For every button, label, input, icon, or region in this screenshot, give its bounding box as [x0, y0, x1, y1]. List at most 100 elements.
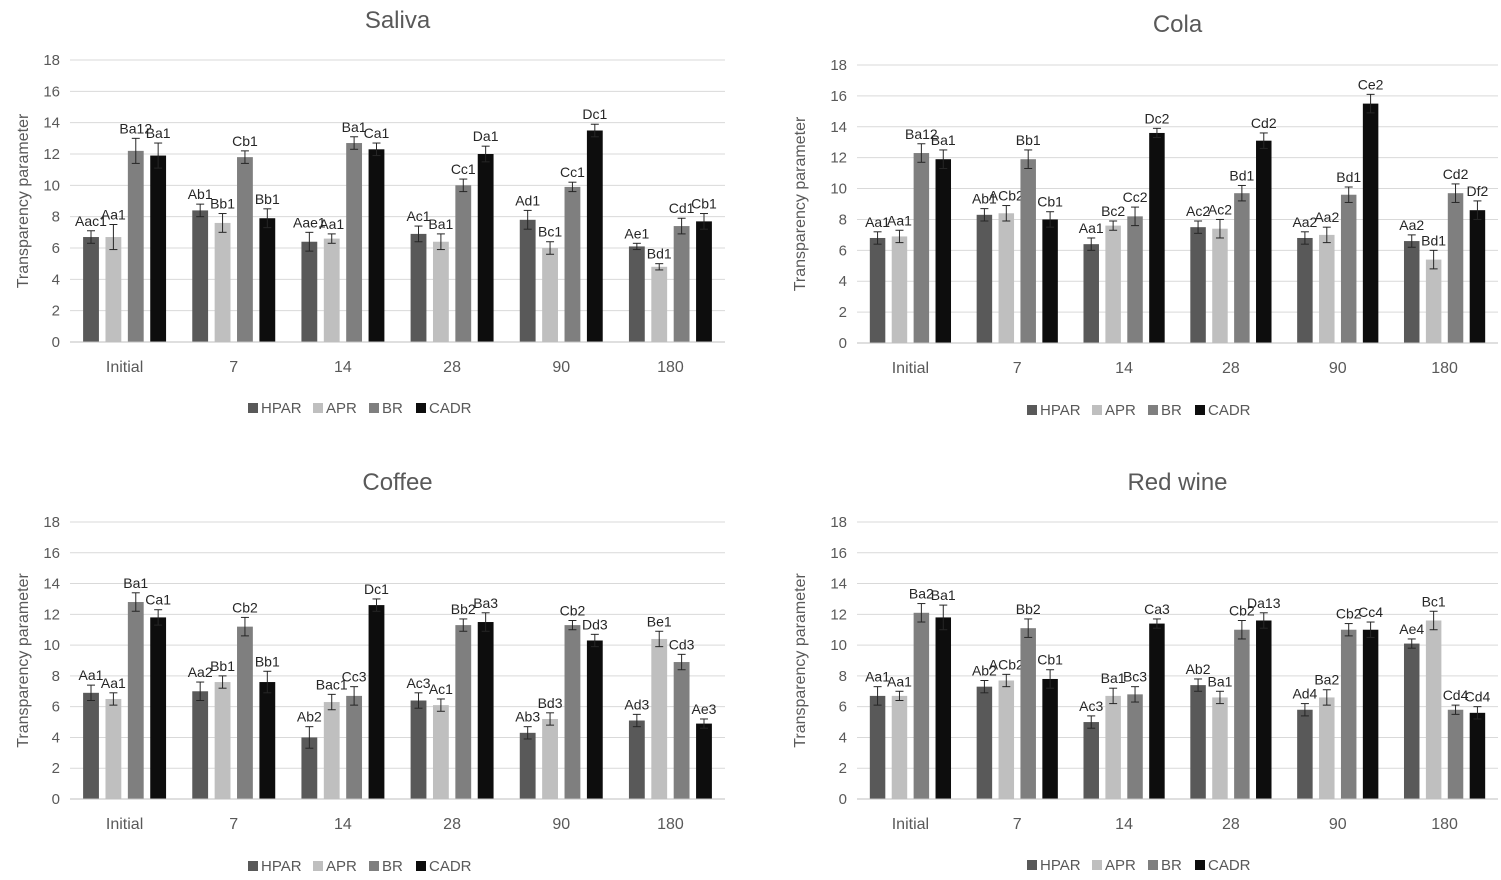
cola-data-label: Bb1	[1016, 132, 1041, 148]
red-wine-data-label: Bc3	[1123, 669, 1147, 685]
coffee-legend-label-cadr: CADR	[429, 858, 472, 875]
coffee-data-label: Bb2	[451, 601, 476, 617]
coffee-bar-apr-initial	[105, 698, 122, 799]
coffee-data-label: Cc3	[342, 669, 367, 685]
saliva-legend-swatch-br	[369, 403, 379, 413]
red-wine-y-tick-label: 16	[830, 545, 847, 562]
saliva-data-label: Ca1	[364, 125, 390, 141]
red-wine-y-axis-label: Transparency parameter	[792, 573, 809, 748]
saliva-bar-apr-initial	[105, 237, 122, 342]
red-wine-legend-label-apr: APR	[1105, 857, 1136, 874]
coffee-bar-cadr-initial	[150, 617, 167, 799]
cola-bar-hpar-14	[1083, 244, 1099, 343]
saliva-data-label: Aae1	[293, 214, 326, 230]
red-wine-y-tick-label: 14	[830, 576, 847, 593]
coffee-data-label: Bd3	[538, 695, 563, 711]
cola-bar-cadr-14	[1149, 132, 1165, 343]
saliva-bar-br-90	[564, 186, 581, 342]
saliva-y-tick-label: 16	[43, 83, 60, 100]
cola-legend-swatch-cadr	[1195, 405, 1205, 415]
red-wine-y-tick-label: 4	[839, 729, 847, 746]
red-wine-data-label: Bb2	[1016, 601, 1041, 617]
cola-y-axis-label: Transparency parameter	[792, 116, 809, 291]
cola-legend-label-br: BR	[1161, 402, 1182, 419]
red-wine-legend-label-cadr: CADR	[1208, 857, 1251, 874]
saliva-legend-label-apr: APR	[326, 400, 357, 417]
cola-x-tick-label: 90	[1329, 360, 1347, 377]
saliva-bar-apr-180	[651, 266, 668, 342]
red-wine-title: Red wine	[1127, 469, 1227, 496]
cola-data-label: Ab1	[972, 191, 997, 207]
red-wine-bar-hpar-90	[1297, 709, 1313, 799]
cola-data-label: Cd2	[1443, 166, 1469, 182]
coffee-x-tick-label: 28	[443, 816, 461, 833]
cola-legend-label-apr: APR	[1105, 402, 1136, 419]
saliva-legend-label-br: BR	[382, 400, 403, 417]
coffee-data-label: Aa1	[101, 675, 126, 691]
red-wine-data-label: Ad4	[1292, 686, 1317, 702]
saliva-data-label: Aac1	[75, 213, 107, 229]
saliva-y-tick-label: 14	[43, 115, 60, 132]
coffee-legend-label-hpar: HPAR	[261, 858, 302, 875]
red-wine-legend-swatch-br	[1148, 860, 1158, 870]
red-wine-data-label: Ba1	[1208, 673, 1233, 689]
red-wine-bar-br-14	[1127, 694, 1143, 799]
saliva-y-tick-label: 8	[52, 209, 60, 226]
saliva-y-tick-label: 12	[43, 146, 60, 163]
coffee-data-label: Ac3	[406, 675, 430, 691]
cola-data-label: Aa1	[865, 214, 890, 230]
coffee-legend-swatch-cadr	[416, 861, 426, 871]
cola-data-label: Ac2	[1208, 201, 1232, 217]
saliva-bar-hpar-90	[519, 219, 536, 342]
red-wine-bar-hpar-28	[1190, 685, 1206, 799]
coffee-bar-apr-14	[323, 702, 340, 799]
saliva-y-tick-label: 18	[43, 52, 60, 69]
coffee-x-tick-label: 14	[334, 816, 352, 833]
red-wine-y-tick-label: 0	[839, 791, 847, 808]
saliva-legend-swatch-apr	[313, 403, 323, 413]
red-wine-data-label: Cc4	[1358, 604, 1383, 620]
red-wine-bar-hpar-initial	[869, 695, 886, 799]
cola-legend-swatch-hpar	[1027, 405, 1037, 415]
coffee-bar-cadr-90	[586, 640, 603, 799]
cola-bar-hpar-28	[1190, 227, 1206, 343]
coffee-y-tick-label: 0	[52, 791, 60, 808]
saliva-bar-br-14	[346, 143, 363, 342]
cola-y-tick-label: 18	[830, 57, 847, 74]
saliva-data-label: Bd1	[647, 246, 672, 262]
saliva-y-tick-label: 4	[52, 271, 60, 288]
saliva-bar-apr-7	[214, 222, 231, 342]
cola-bar-br-14	[1127, 216, 1143, 343]
cola-legend-swatch-apr	[1092, 405, 1102, 415]
saliva-y-tick-label: 0	[52, 334, 60, 351]
saliva-bar-hpar-initial	[83, 237, 99, 342]
saliva-bar-apr-28	[432, 241, 449, 342]
cola-y-tick-label: 4	[839, 273, 847, 290]
cola-data-label: Aa2	[1314, 209, 1339, 225]
coffee-bar-hpar-7	[192, 691, 209, 799]
red-wine-y-tick-label: 12	[830, 606, 847, 623]
red-wine-bar-hpar-180	[1403, 643, 1420, 799]
saliva-bar-br-180	[673, 226, 690, 342]
saliva-bar-br-initial	[127, 150, 144, 342]
cola-data-label: ACb2	[989, 188, 1024, 204]
red-wine-data-label: Ba1	[1101, 670, 1126, 686]
saliva-data-label: Ba1	[146, 125, 171, 141]
red-wine-y-tick-label: 6	[839, 699, 847, 716]
red-wine-x-tick-label: 14	[1115, 816, 1133, 833]
coffee-bar-br-14	[346, 695, 363, 799]
red-wine-bar-cadr-28	[1256, 620, 1272, 799]
red-wine-legend-swatch-hpar	[1027, 860, 1037, 870]
coffee-bar-hpar-28	[410, 700, 427, 799]
red-wine-x-tick-label: 28	[1222, 816, 1240, 833]
coffee-bar-hpar-initial	[83, 692, 99, 799]
coffee-x-tick-label: 7	[229, 816, 238, 833]
cola-x-tick-label: 28	[1222, 360, 1240, 377]
coffee-bar-hpar-90	[519, 732, 536, 799]
saliva-bar-cadr-180	[696, 221, 712, 342]
cola-data-label: Aa1	[1079, 220, 1104, 236]
red-wine-data-label: Aa1	[887, 673, 912, 689]
cola-bar-hpar-180	[1403, 241, 1420, 343]
coffee-bar-br-7	[237, 626, 253, 799]
saliva-data-label: Da1	[473, 128, 499, 144]
